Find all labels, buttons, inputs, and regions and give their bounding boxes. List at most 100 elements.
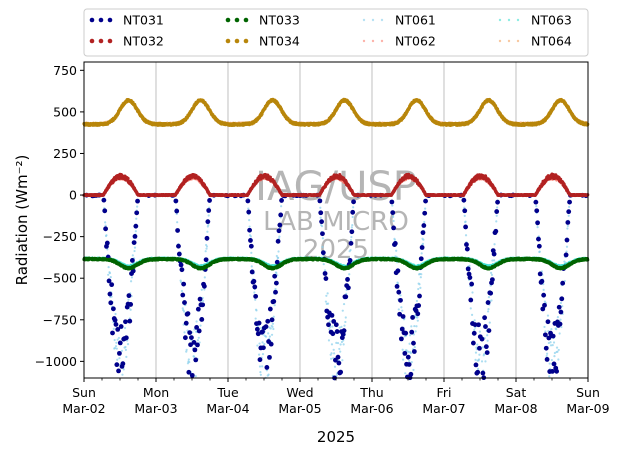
data-point — [344, 316, 347, 319]
legend-marker — [362, 39, 366, 43]
data-point — [490, 299, 493, 302]
data-point — [129, 308, 132, 311]
data-point — [277, 256, 280, 259]
data-point — [267, 332, 270, 335]
data-point — [415, 299, 419, 303]
data-point — [495, 220, 498, 223]
data-point — [471, 291, 474, 294]
data-point — [339, 343, 342, 346]
data-point — [107, 266, 110, 269]
data-point — [478, 330, 481, 333]
data-point — [332, 348, 335, 351]
legend-entry-nt032: NT032 — [89, 34, 164, 49]
legend-marker — [89, 38, 95, 44]
data-point — [395, 249, 398, 252]
data-point — [194, 374, 197, 378]
data-point — [404, 372, 407, 375]
data-point — [181, 307, 184, 310]
data-point — [114, 345, 118, 348]
data-point — [330, 357, 333, 360]
data-point — [553, 351, 556, 355]
legend-marker — [234, 38, 240, 44]
data-point — [463, 214, 466, 217]
legend-marker — [516, 18, 520, 22]
data-point — [350, 235, 353, 239]
data-point — [326, 302, 330, 305]
data-point — [419, 286, 422, 289]
data-point — [258, 353, 261, 356]
data-point — [176, 221, 179, 224]
legend-label: NT063 — [531, 13, 572, 28]
data-point — [567, 214, 570, 217]
data-point — [486, 310, 490, 313]
data-point — [489, 271, 493, 274]
data-point — [182, 310, 186, 313]
data-point — [552, 341, 556, 344]
legend-marker — [89, 17, 95, 23]
data-point — [544, 330, 547, 333]
legend-label: NT031 — [123, 13, 164, 28]
data-point — [124, 348, 127, 351]
data-point — [555, 328, 558, 331]
data-point — [185, 348, 188, 351]
data-point — [469, 307, 472, 310]
data-point — [496, 206, 499, 209]
data-point — [416, 319, 419, 322]
plot-area: IAG/USP LAB MICRO 2025 — [82, 61, 590, 381]
data-point — [118, 357, 121, 360]
data-point — [420, 273, 423, 276]
data-point — [254, 317, 257, 320]
data-point — [555, 346, 559, 349]
legend-label: NT062 — [395, 34, 436, 49]
data-point — [559, 301, 563, 305]
data-point — [424, 207, 427, 210]
data-point — [250, 251, 253, 254]
data-point — [410, 361, 413, 364]
legend-marker — [243, 38, 249, 44]
data-point — [351, 223, 354, 227]
data-point — [203, 276, 206, 279]
data-point — [342, 302, 346, 306]
data-point — [336, 341, 340, 345]
data-point — [343, 324, 346, 327]
data-point — [423, 220, 426, 224]
data-point — [487, 308, 490, 311]
legend-label: NT064 — [531, 34, 572, 49]
data-point — [116, 358, 119, 361]
legend-marker — [225, 17, 231, 23]
data-point — [195, 320, 198, 323]
data-point — [247, 207, 250, 210]
data-point — [418, 283, 421, 286]
data-point — [320, 224, 324, 228]
data-point — [474, 326, 477, 329]
data-point — [338, 347, 341, 351]
data-point — [180, 289, 184, 293]
data-point — [256, 344, 259, 347]
data-point — [259, 373, 262, 376]
data-point — [115, 341, 118, 344]
data-point — [258, 342, 261, 345]
legend-marker — [498, 39, 502, 43]
data-point — [207, 214, 210, 217]
data-point — [275, 254, 278, 258]
data-point — [559, 318, 562, 321]
legend-entry-nt031: NT031 — [89, 13, 164, 28]
data-point — [255, 309, 258, 312]
watermark-line-2: LAB MICRO — [263, 207, 409, 237]
data-point — [553, 354, 556, 358]
data-point — [393, 238, 396, 242]
data-point — [488, 321, 491, 324]
data-point — [261, 341, 264, 344]
data-point — [201, 299, 205, 302]
data-point — [408, 334, 412, 337]
data-point — [481, 346, 484, 349]
data-point — [468, 264, 471, 267]
data-point — [106, 248, 109, 251]
data-point — [341, 359, 344, 362]
data-point — [272, 315, 275, 318]
data-point — [420, 252, 423, 255]
data-point — [270, 333, 274, 336]
data-point — [335, 374, 338, 377]
legend-marker — [516, 39, 520, 43]
data-point — [135, 217, 138, 220]
